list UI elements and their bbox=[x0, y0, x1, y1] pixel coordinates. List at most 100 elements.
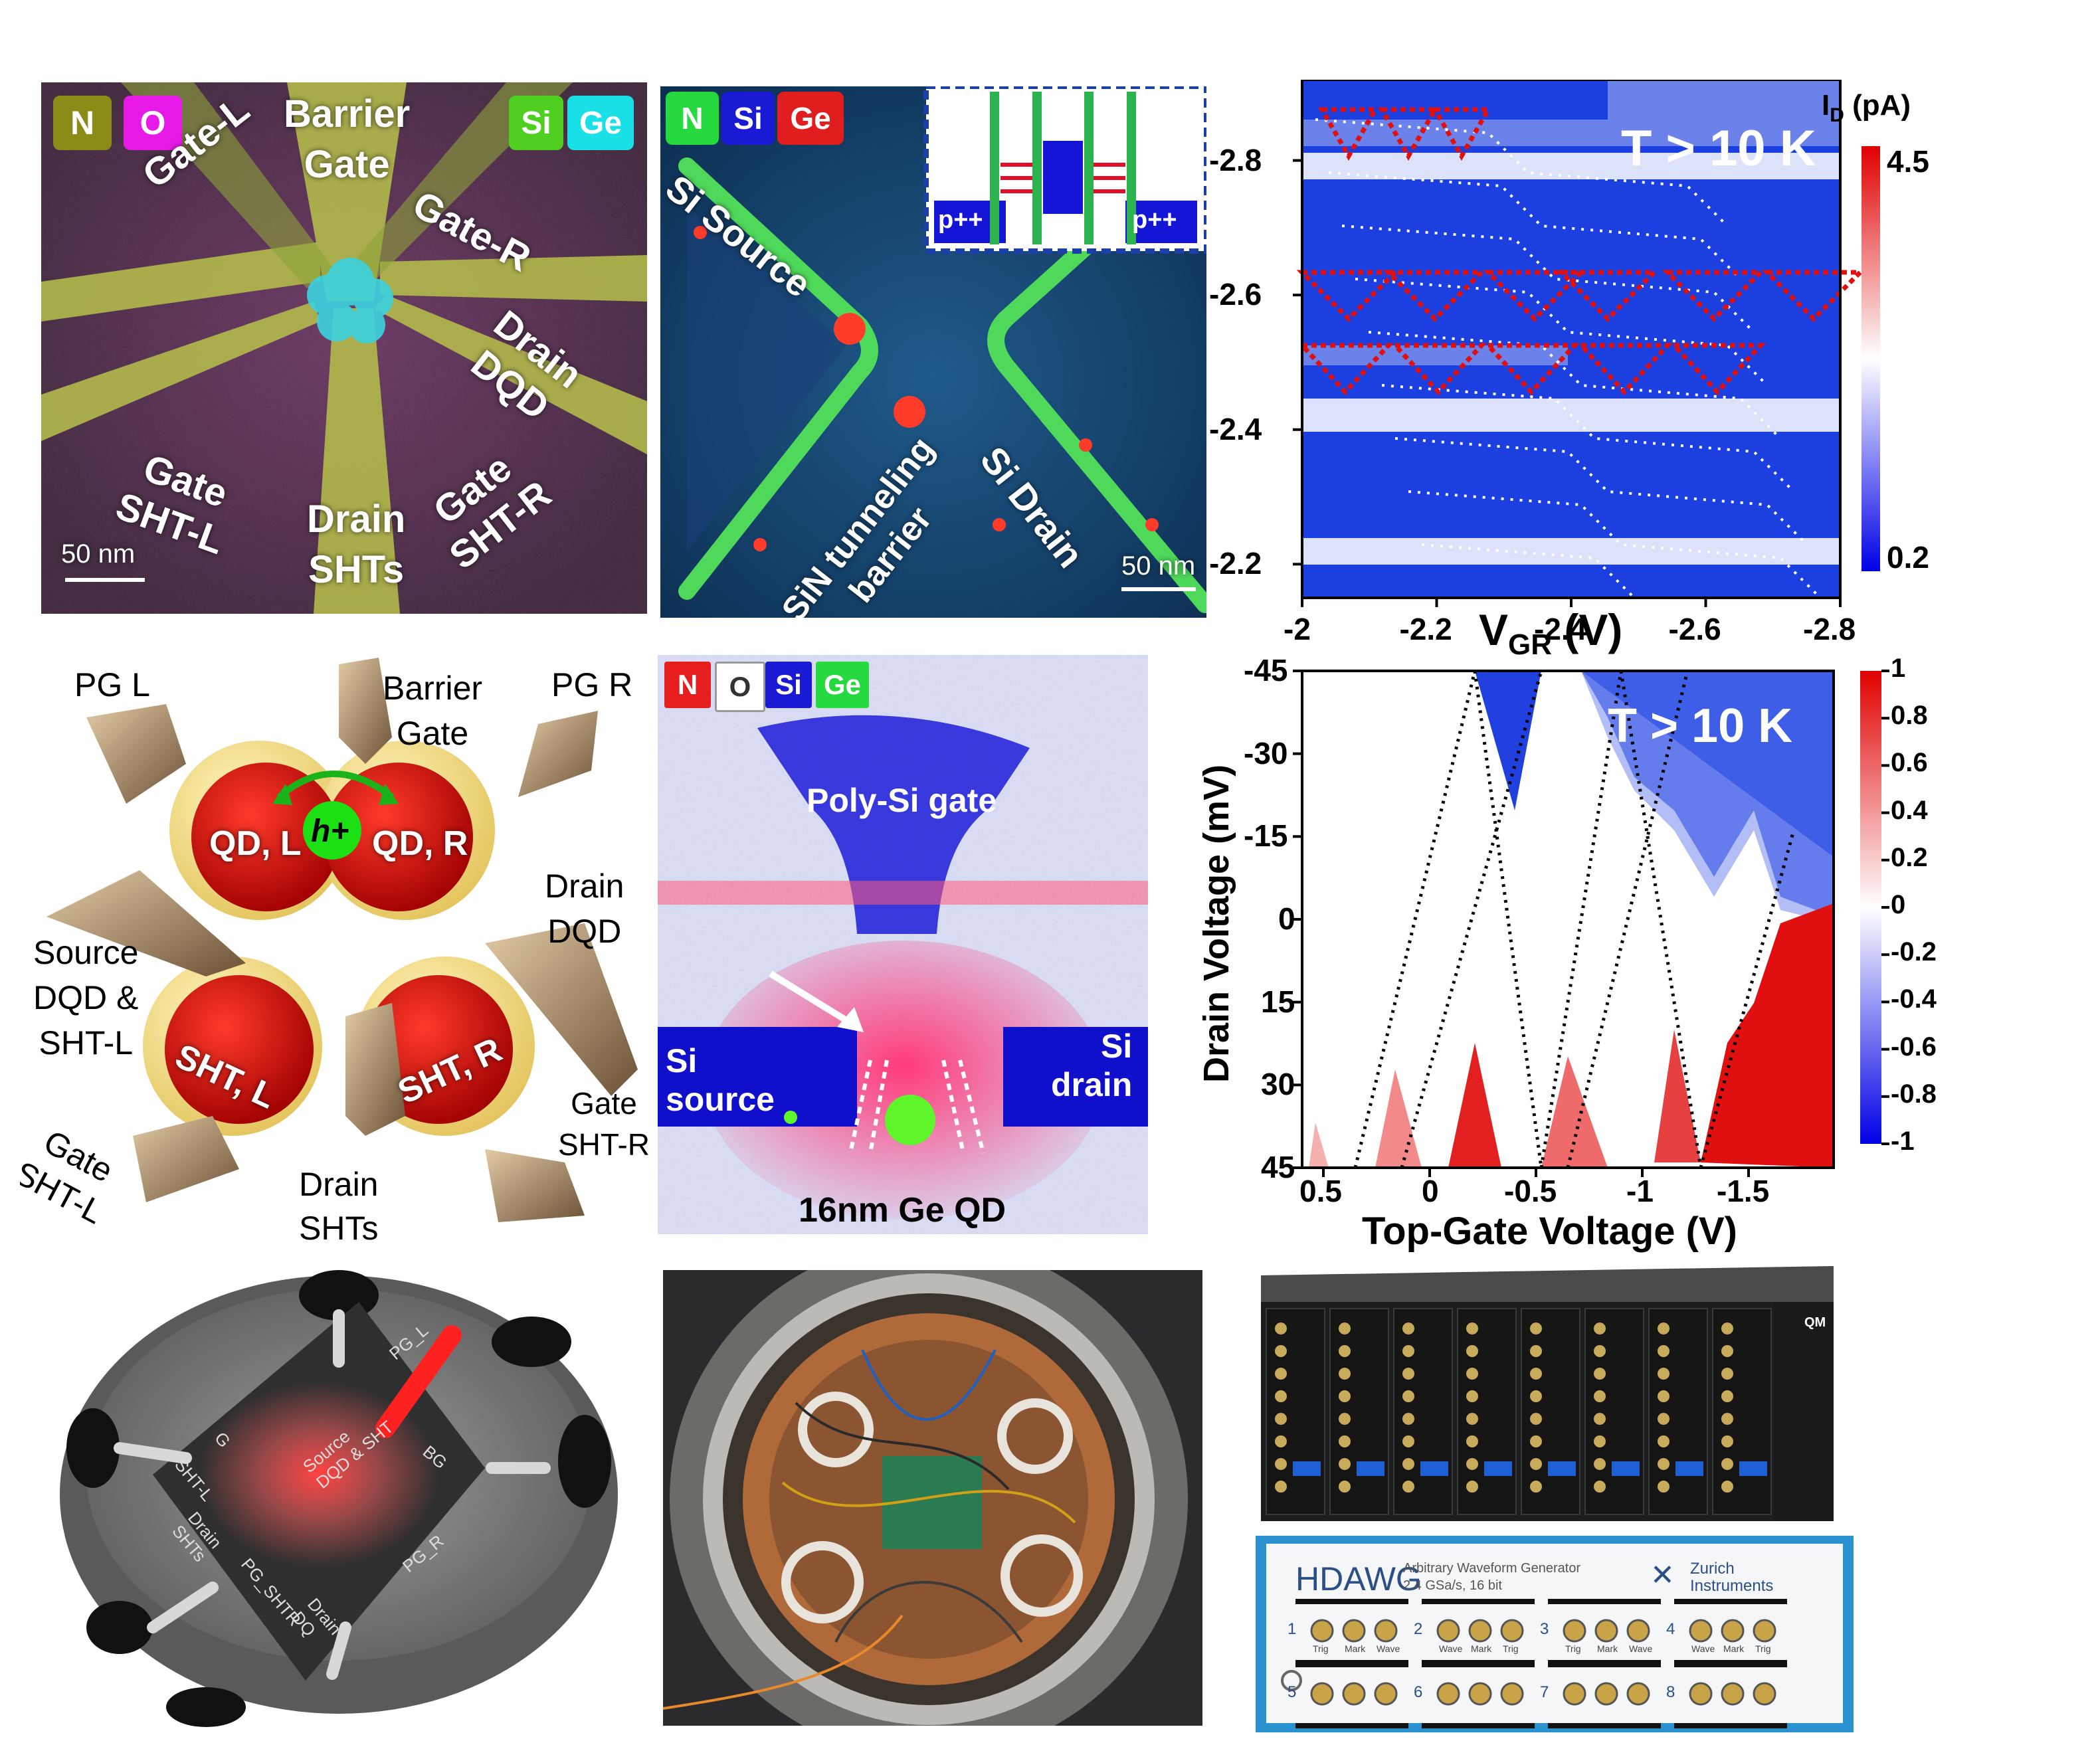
qm-slot bbox=[1329, 1308, 1389, 1515]
scale-bar-label: 50 nm bbox=[61, 539, 136, 569]
coulomb-triangle-7 bbox=[1662, 270, 1766, 322]
hdawg-sma-port bbox=[1753, 1682, 1776, 1706]
hdawg-slot-bar bbox=[1295, 1599, 1408, 1604]
hdawg-sma-port bbox=[1374, 1682, 1398, 1706]
qm-slot bbox=[1266, 1308, 1325, 1515]
coulomb-triangle-0 bbox=[1317, 107, 1380, 161]
label-drain-shts: Drain SHTs bbox=[307, 498, 406, 591]
x-axis-label-unit: (V) bbox=[1552, 605, 1623, 654]
qm-slot bbox=[1457, 1308, 1517, 1515]
coulomb-triangle-10 bbox=[1389, 343, 1487, 396]
label-drain-shts: Drain SHTs bbox=[299, 1166, 379, 1242]
qm-port bbox=[1466, 1368, 1478, 1380]
hdawg-port-label: Trig bbox=[1565, 1643, 1581, 1654]
qm-port bbox=[1339, 1458, 1351, 1470]
panel-d-drawing bbox=[47, 658, 638, 1222]
hdawg-channel-7: 7 bbox=[1540, 1683, 1549, 1701]
panel-e-background bbox=[658, 655, 1148, 1234]
panel-a-background bbox=[41, 82, 647, 614]
coulomb-triangle-8 bbox=[1761, 270, 1866, 322]
qm-port bbox=[1594, 1390, 1606, 1402]
qm-port bbox=[1275, 1458, 1287, 1470]
qm-port bbox=[1530, 1390, 1542, 1402]
chip-si: Si bbox=[765, 662, 812, 708]
label-drain-dqd: Drain DQD bbox=[545, 868, 624, 950]
label-pg-r: PG R bbox=[551, 666, 633, 703]
colorbar-tick-label-9: -0.8 bbox=[1891, 1079, 1937, 1109]
y-tick-label-5: 30 bbox=[1261, 1067, 1295, 1102]
qm-port bbox=[1658, 1323, 1670, 1334]
hdawg-port-label: Trig bbox=[1313, 1643, 1329, 1654]
qm-port bbox=[1721, 1413, 1733, 1425]
colorbar-tick-label-0: 1 bbox=[1891, 658, 1906, 683]
qm-slot-indicator bbox=[1739, 1461, 1767, 1476]
hdawg-sma-port bbox=[1689, 1682, 1713, 1706]
qm-port bbox=[1466, 1390, 1478, 1402]
qm-port bbox=[1658, 1458, 1670, 1470]
hdawg-sma-port bbox=[1342, 1682, 1366, 1706]
annotation-temperature: T > 10 K bbox=[1621, 120, 1816, 177]
scale-bar-label: 50 nm bbox=[1121, 551, 1196, 581]
qm-port bbox=[1402, 1435, 1414, 1447]
qm-port bbox=[1594, 1481, 1606, 1493]
hdawg-sma-port bbox=[1563, 1619, 1586, 1643]
qm-port bbox=[1721, 1345, 1733, 1357]
y-tick-label-0: -2.8 bbox=[1209, 142, 1262, 177]
x-tick-label-3: -2.6 bbox=[1668, 612, 1721, 646]
coulomb-triangle-11 bbox=[1482, 343, 1580, 396]
qm-port bbox=[1402, 1345, 1414, 1357]
qm-port bbox=[1275, 1435, 1287, 1447]
qm-port bbox=[1530, 1323, 1542, 1334]
qm-port bbox=[1658, 1413, 1670, 1425]
qm-port bbox=[1402, 1458, 1414, 1470]
coulomb-triangle-13 bbox=[1668, 343, 1766, 396]
y-tick-label-2: -2.4 bbox=[1209, 411, 1262, 446]
hdawg-sma-port bbox=[1468, 1682, 1492, 1706]
colorbar-tick-label-1: 0.8 bbox=[1891, 701, 1928, 731]
inset-p-left: p++ bbox=[938, 206, 983, 234]
y-tick-label-6: 45 bbox=[1261, 1150, 1295, 1184]
hdawg-sma-port bbox=[1626, 1619, 1650, 1643]
chip-ge: Ge bbox=[816, 662, 869, 708]
label-source-dqd: Source DQD & SHT-L bbox=[33, 934, 139, 1061]
qm-slot bbox=[1648, 1308, 1708, 1515]
hdawg-slot-bar bbox=[1548, 1599, 1661, 1604]
qm-port bbox=[1530, 1413, 1542, 1425]
chip-si: Si bbox=[509, 96, 563, 150]
hdawg-sma-port bbox=[1500, 1619, 1524, 1643]
label-si-drain: Si drain bbox=[1051, 1028, 1133, 1103]
qm-port bbox=[1721, 1481, 1733, 1493]
x-tick-label-0: 0.5 bbox=[1299, 1174, 1342, 1208]
hdawg-slot-bar bbox=[1548, 1662, 1661, 1667]
hdawg-port-label: Trig bbox=[1503, 1643, 1519, 1654]
qm-port bbox=[1594, 1413, 1606, 1425]
hdawg-slot-bar bbox=[1674, 1662, 1787, 1667]
hdawg-slot-bar bbox=[1548, 1723, 1661, 1728]
diamond-edge-4 bbox=[1566, 670, 1689, 1168]
hdawg-port-label: Wave bbox=[1691, 1643, 1715, 1654]
y-tick-label-2: -15 bbox=[1244, 818, 1288, 854]
qm-port bbox=[1275, 1323, 1287, 1334]
hdawg-sma-port bbox=[1689, 1619, 1713, 1643]
qm-port bbox=[1339, 1323, 1351, 1334]
label-gate-sht-r: Gate SHT-R bbox=[558, 1086, 650, 1162]
hdawg-sma-port bbox=[1594, 1682, 1618, 1706]
label-si-source: Si source bbox=[666, 1042, 775, 1118]
hdawg-sma-port bbox=[1594, 1619, 1618, 1643]
colorbar-tick-label-2: 0.6 bbox=[1891, 748, 1928, 778]
chip-n: N bbox=[666, 92, 719, 145]
hdawg-sma-port bbox=[1374, 1619, 1398, 1643]
qm-port bbox=[1402, 1368, 1414, 1380]
panel-c-heatmap: T > 10 K ID (pA) 4.5 0.2 -2.8 -2.6 -2.4 -2.… bbox=[1209, 80, 1966, 664]
x-tick-label-1: -2.2 bbox=[1399, 612, 1452, 646]
hdawg-sma-port bbox=[1310, 1619, 1334, 1643]
chip-o: O bbox=[124, 96, 182, 150]
hdawg-sma-port bbox=[1436, 1682, 1460, 1706]
y-tick-label-0: -45 bbox=[1244, 658, 1288, 687]
chip-n: N bbox=[664, 662, 711, 708]
panel-h-drawing bbox=[663, 1270, 1202, 1726]
dot-qd-r: QD, R bbox=[372, 824, 468, 863]
hdawg-channel-8: 8 bbox=[1666, 1683, 1675, 1701]
qm-port bbox=[1466, 1323, 1478, 1334]
hdawg-sma-port bbox=[1753, 1619, 1776, 1643]
